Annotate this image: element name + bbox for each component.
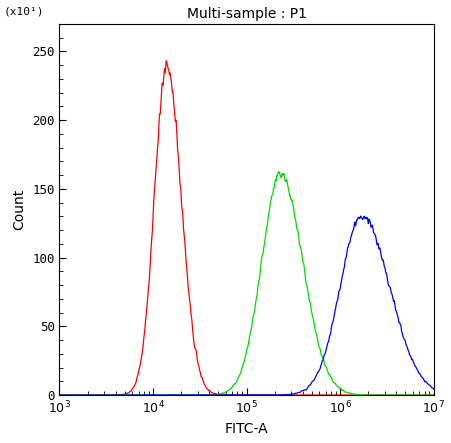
Y-axis label: Count: Count xyxy=(13,189,27,230)
Title: Multi-sample : P1: Multi-sample : P1 xyxy=(186,7,306,21)
Text: (x10¹): (x10¹) xyxy=(3,6,44,16)
X-axis label: FITC-A: FITC-A xyxy=(224,422,268,436)
